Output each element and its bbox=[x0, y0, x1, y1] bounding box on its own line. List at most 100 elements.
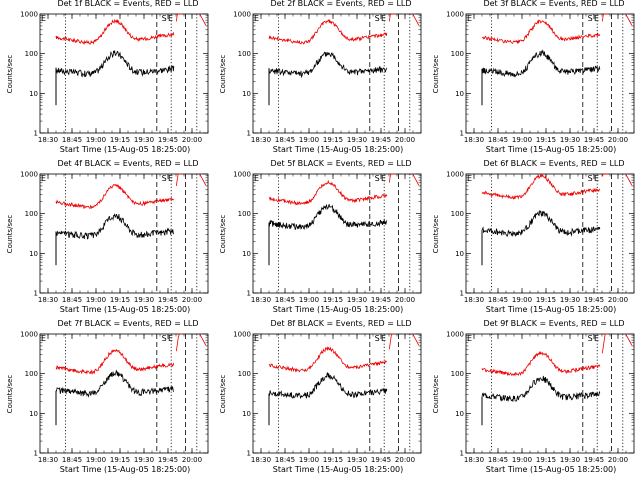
x-axis-label: Start Time (15-Aug-05 18:25:00) bbox=[272, 305, 404, 314]
x-tick-label: 19:30 bbox=[560, 456, 580, 464]
lld-late-line bbox=[625, 174, 633, 186]
x-tick-label: 19:30 bbox=[560, 296, 580, 304]
y-tick-label: 10 bbox=[29, 410, 38, 418]
detector-panel: Det 5f BLACK = Events, RED = LLD Start Ti… bbox=[213, 159, 426, 320]
chart-title: Det 5f BLACK = Events, RED = LLD bbox=[270, 159, 412, 168]
y-tick-label: 1 bbox=[247, 290, 251, 298]
x-tick-label: 19:45 bbox=[584, 456, 604, 464]
events-series-line bbox=[481, 49, 601, 78]
chart-canvas: 1 10 100 1000 18:30 18:45 19:00 19:15 19:30 19:45… bbox=[20, 171, 209, 304]
chart-title: Det 2f BLACK = Events, RED = LLD bbox=[270, 0, 412, 8]
x-tick-label: 19:15 bbox=[536, 456, 556, 464]
x-tick-label: 18:30 bbox=[38, 456, 58, 464]
lld-rise-line bbox=[388, 13, 396, 22]
y-tick-label: 100 bbox=[25, 50, 38, 58]
x-tick-label: 19:15 bbox=[110, 456, 130, 464]
x-tick-label: 18:30 bbox=[38, 296, 58, 304]
y-tick-label: 10 bbox=[455, 250, 464, 258]
x-tick-label: 19:15 bbox=[110, 296, 130, 304]
x-tick-label: 20:00 bbox=[395, 456, 415, 464]
marker-letter: E bbox=[594, 174, 599, 183]
plot-frame bbox=[465, 333, 635, 454]
marker-letter: S bbox=[162, 14, 167, 23]
x-tick-label: 19:00 bbox=[512, 136, 532, 144]
events-series-line bbox=[55, 213, 175, 240]
chart-title: Det 4f BLACK = Events, RED = LLD bbox=[57, 159, 199, 168]
plot-frame bbox=[252, 13, 422, 134]
x-axis-label: Start Time (15-Aug-05 18:25:00) bbox=[272, 145, 404, 154]
x-tick-label: 19:00 bbox=[86, 136, 106, 144]
events-series-line bbox=[268, 203, 388, 230]
marker-letter: E bbox=[254, 174, 259, 183]
x-axis-label: Start Time (15-Aug-05 18:25:00) bbox=[485, 465, 617, 474]
lld-series-line bbox=[55, 183, 175, 210]
y-tick-label: 1000 bbox=[446, 11, 464, 19]
chart-canvas: 1 10 100 1000 18:30 18:45 19:00 19:15 19:30 19:45… bbox=[233, 331, 422, 464]
x-axis-label: Start Time (15-Aug-05 18:25:00) bbox=[272, 465, 404, 474]
x-tick-label: 19:00 bbox=[512, 456, 532, 464]
x-tick-label: 18:30 bbox=[464, 456, 484, 464]
x-axis-label: Start Time (15-Aug-05 18:25:00) bbox=[59, 305, 191, 314]
chart-canvas: 1 10 100 1000 18:30 18:45 19:00 19:15 19:30 19:45… bbox=[233, 11, 422, 144]
events-series-line bbox=[55, 50, 175, 78]
chart-title: Det 1f BLACK = Events, RED = LLD bbox=[57, 0, 199, 8]
chart-title: Det 3f BLACK = Events, RED = LLD bbox=[483, 0, 625, 8]
lld-late-line bbox=[625, 14, 633, 26]
plot-frame bbox=[465, 173, 635, 294]
x-tick-label: 18:45 bbox=[62, 296, 82, 304]
chart-canvas: 1 10 100 1000 18:30 18:45 19:00 19:15 19:30 19:45… bbox=[446, 331, 635, 464]
y-tick-label: 1 bbox=[460, 290, 464, 298]
detector-panel: Det 6f BLACK = Events, RED = LLD Start Ti… bbox=[426, 159, 639, 320]
x-axis-label: Start Time (15-Aug-05 18:25:00) bbox=[485, 305, 617, 314]
y-tick-label: 10 bbox=[242, 410, 251, 418]
y-tick-label: 1000 bbox=[20, 171, 38, 179]
y-tick-label: 1 bbox=[460, 130, 464, 138]
marker-letter: S bbox=[162, 174, 167, 183]
x-tick-label: 19:45 bbox=[158, 456, 178, 464]
plot-frame bbox=[252, 333, 422, 454]
chart-canvas: 1 10 100 1000 18:30 18:45 19:00 19:15 19:30 19:45… bbox=[446, 171, 635, 304]
x-tick-label: 19:00 bbox=[299, 136, 319, 144]
x-tick-label: 19:00 bbox=[86, 456, 106, 464]
lld-series-line bbox=[55, 18, 175, 45]
x-tick-label: 19:45 bbox=[158, 136, 178, 144]
x-tick-label: 18:30 bbox=[38, 136, 58, 144]
y-tick-label: 1000 bbox=[233, 11, 251, 19]
lld-late-line bbox=[199, 334, 207, 346]
marker-letter: E bbox=[254, 14, 259, 23]
x-tick-label: 19:30 bbox=[347, 296, 367, 304]
lld-series-line bbox=[55, 348, 175, 375]
detector-panel: Det 8f BLACK = Events, RED = LLD Start Ti… bbox=[213, 319, 426, 480]
marker-letter: E bbox=[381, 14, 386, 23]
marker-letter: S bbox=[375, 174, 380, 183]
plot-frame bbox=[465, 13, 635, 134]
lld-late-line bbox=[625, 334, 633, 346]
y-tick-label: 10 bbox=[242, 250, 251, 258]
y-tick-label: 1 bbox=[34, 130, 38, 138]
marker-letter: E bbox=[168, 174, 173, 183]
y-tick-label: 10 bbox=[29, 250, 38, 258]
detector-panel: Det 7f BLACK = Events, RED = LLD Start Ti… bbox=[0, 319, 213, 480]
x-tick-label: 18:45 bbox=[275, 296, 295, 304]
events-series-line bbox=[268, 51, 388, 79]
detector-panel: Det 1f BLACK = Events, RED = LLD Start Ti… bbox=[0, 0, 213, 160]
lld-rise-line bbox=[388, 333, 396, 350]
x-tick-label: 18:45 bbox=[62, 136, 82, 144]
lld-series-line bbox=[481, 19, 601, 45]
x-tick-label: 19:00 bbox=[86, 296, 106, 304]
y-tick-label: 100 bbox=[25, 370, 38, 378]
x-tick-label: 19:30 bbox=[134, 456, 154, 464]
x-tick-label: 19:45 bbox=[371, 456, 391, 464]
x-tick-label: 19:15 bbox=[110, 136, 130, 144]
y-tick-label: 100 bbox=[451, 50, 464, 58]
y-tick-label: 100 bbox=[451, 210, 464, 218]
y-tick-label: 100 bbox=[238, 370, 251, 378]
chart-title: Det 7f BLACK = Events, RED = LLD bbox=[57, 319, 199, 328]
detector-panel: Det 9f BLACK = Events, RED = LLD Start Ti… bbox=[426, 319, 639, 480]
marker-letter: S bbox=[375, 334, 380, 343]
x-axis-label: Start Time (15-Aug-05 18:25:00) bbox=[59, 465, 191, 474]
chart-canvas: 1 10 100 1000 18:30 18:45 19:00 19:15 19:30 19:45… bbox=[233, 171, 422, 304]
detector-panel: Det 4f BLACK = Events, RED = LLD Start Ti… bbox=[0, 159, 213, 320]
marker-letter: E bbox=[168, 334, 173, 343]
x-tick-label: 19:45 bbox=[584, 296, 604, 304]
